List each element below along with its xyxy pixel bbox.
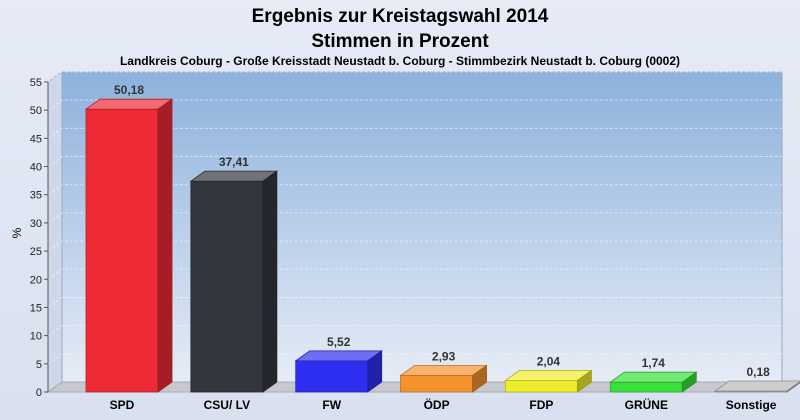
bar	[609, 371, 698, 393]
bar	[84, 98, 174, 393]
x-tick-label: SPD	[110, 398, 135, 412]
x-tick-label: Sonstige	[726, 398, 777, 412]
bar-top	[504, 370, 593, 381]
data-label: 2,93	[432, 349, 456, 363]
data-label: 50,18	[114, 83, 144, 97]
bar-front	[609, 381, 683, 393]
data-label: 37,41	[219, 155, 249, 169]
y-axis-label: %	[10, 227, 24, 238]
y-tick-label: 50	[30, 105, 42, 117]
x-tick-label: FW	[322, 398, 341, 412]
y-tick-label: 25	[30, 246, 42, 258]
gridline	[47, 268, 782, 280]
bar-side	[472, 364, 487, 393]
chart-title-line2: Stimmen in Prozent	[311, 31, 489, 52]
bar-top	[713, 380, 800, 392]
bar	[713, 380, 800, 393]
y-tick-label: 55	[30, 77, 42, 89]
gridline	[47, 184, 782, 196]
data-label: 2,04	[537, 355, 561, 369]
bar-top	[609, 371, 698, 383]
bar-front	[400, 375, 473, 393]
bar-top	[84, 98, 174, 110]
bar-front	[505, 380, 578, 393]
bar	[504, 369, 593, 393]
bar-side	[157, 98, 173, 393]
bar-front	[85, 108, 159, 393]
bar-side	[577, 369, 592, 393]
y-tick-label: 40	[30, 162, 42, 174]
y-tick-label: 10	[30, 331, 42, 343]
y-tick-label: 15	[30, 302, 42, 314]
plot-side-wall	[47, 71, 63, 393]
gridline	[47, 156, 782, 167]
gridline	[47, 99, 782, 111]
bar-top	[399, 365, 488, 376]
x-tick-label: ÖDP	[424, 397, 450, 412]
gridline	[47, 127, 782, 139]
bar-side	[681, 371, 697, 393]
bar-top	[189, 170, 279, 182]
gridline	[47, 296, 782, 308]
gridline	[47, 325, 782, 337]
y-tick-label: 30	[30, 218, 42, 230]
gridline	[47, 353, 782, 365]
x-tick-label: GRÜNE	[625, 397, 668, 412]
y-tick-label: 0	[36, 387, 42, 399]
bar	[399, 364, 488, 393]
y-tick-label: 20	[30, 274, 42, 286]
bar-side	[262, 170, 278, 393]
bar-top	[294, 350, 383, 362]
data-label: 1,74	[642, 356, 666, 370]
plot-back-wall	[61, 71, 783, 383]
y-tick-label: 5	[36, 359, 42, 371]
gridline	[47, 71, 782, 83]
chart-title: Ergebnis zur Kreistagswahl 2014	[252, 6, 549, 27]
bar-front	[190, 180, 264, 393]
gridline	[47, 240, 782, 252]
chart-subtitle: Landkreis Coburg - Große Kreisstadt Neus…	[120, 54, 680, 68]
x-tick-label: CSU/ LV	[204, 398, 250, 412]
data-label: 5,52	[327, 335, 351, 349]
y-tick-label: 45	[30, 133, 42, 145]
y-tick-label: 35	[30, 190, 42, 202]
bar-side	[367, 350, 383, 393]
bar-front	[295, 360, 369, 393]
bar	[294, 350, 383, 393]
plot-area: 0 5 10 15 20 25 30 35 40 45 50 55 50,18 SPD 37,41 CSU/ …	[30, 71, 800, 412]
gridline	[47, 212, 782, 224]
x-tick-label: FDP	[529, 398, 553, 412]
bar	[189, 170, 279, 393]
data-label: 0,18	[746, 365, 770, 379]
bar-side	[786, 381, 800, 393]
